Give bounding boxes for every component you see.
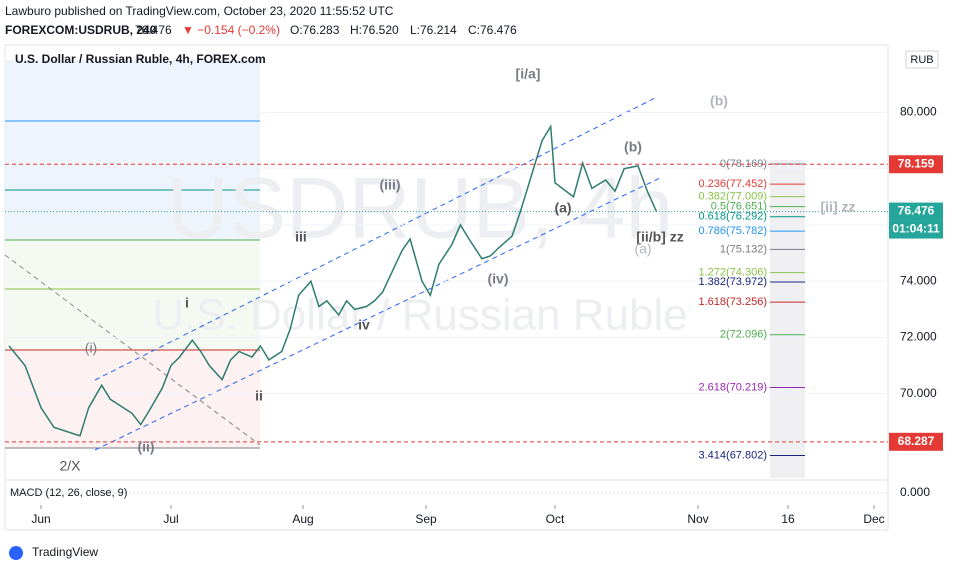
wave-label: (iii)	[380, 177, 401, 193]
high: H:76.520	[350, 23, 399, 37]
price-tag-label: 68.287	[898, 434, 935, 448]
wave-label: (i)	[85, 340, 97, 356]
close: C:76.476	[468, 23, 517, 37]
x-tick-label: Jul	[163, 512, 178, 526]
wave-label: (b)	[710, 93, 728, 109]
wave-label: iii	[295, 229, 307, 245]
wave-label: iv	[358, 317, 370, 333]
fib-label: 1.272(74.306)	[699, 266, 768, 278]
wave-label: 2/X	[59, 458, 81, 474]
fib-label: 0.236(77.452)	[699, 178, 768, 190]
countdown-tag	[889, 220, 943, 239]
price-tag-label: 78.159	[898, 156, 935, 170]
fib-label: 3.414(67.802)	[699, 449, 768, 461]
countdown: 01:04:11	[892, 222, 940, 236]
old-fib-lines	[5, 120, 260, 449]
price-tag	[889, 202, 943, 221]
x-tick-label: Sep	[415, 512, 437, 526]
low: L:76.214	[410, 23, 457, 37]
fib-label: 0.786(75.782)	[699, 225, 768, 237]
macd-zero-label: 0.000	[900, 485, 930, 499]
wave-label: (iv)	[488, 271, 509, 287]
fib-label: 2.618(70.219)	[699, 381, 768, 393]
y-tick-label: 80.000	[900, 105, 937, 119]
fib-label: 0.618(76.292)	[699, 211, 768, 223]
fib-label: 0.382(77.009)	[699, 190, 768, 202]
y-tick-label: 74.000	[900, 273, 937, 287]
fib-label: 0.5(76.651)	[711, 201, 767, 213]
last: 76.476	[135, 23, 172, 37]
wave-label: i	[185, 295, 189, 311]
x-tick-label: 16	[781, 512, 795, 526]
wave-label: [i/a]	[516, 66, 541, 82]
wave-label: [ii] zz	[821, 199, 856, 215]
y-tick-label: 70.000	[900, 386, 937, 400]
x-tick-label: Nov	[687, 512, 708, 526]
macd-title: MACD (12, 26, close, 9)	[10, 487, 127, 499]
projection-zone	[770, 160, 805, 478]
y-tick-label: 72.000	[900, 330, 937, 344]
channel	[4, 97, 661, 451]
fib-zone-upper	[5, 60, 260, 240]
price-tag-label: 76.476	[898, 204, 935, 218]
fib-label: 1(75.132)	[720, 243, 767, 255]
currency-box	[905, 50, 939, 69]
logo	[9, 546, 23, 560]
fib-label: 2(72.096)	[720, 329, 767, 341]
price-tag	[889, 155, 943, 174]
price-tag	[889, 432, 943, 451]
change: ▼ −0.154 (−0.2%)	[182, 23, 280, 37]
open: O:76.283	[290, 23, 340, 37]
wave-label: (a)	[554, 200, 571, 216]
publish-line: Lawburo published on TradingView.com, Oc…	[5, 4, 394, 18]
watermark-sub: U.S. Dollar / Russian Ruble	[152, 291, 688, 340]
x-tick-label: Jun	[31, 512, 50, 526]
wave-label: (ii)	[137, 439, 154, 455]
fib-label: 1.382(73.972)	[699, 276, 768, 288]
price-line	[8, 124, 658, 437]
wave-label: (b)	[624, 139, 642, 155]
fib-label: 1.618(73.256)	[699, 296, 768, 308]
symbol: FOREXCOM:USDRUB, 240	[5, 23, 157, 37]
fib-zone-mid	[5, 240, 260, 350]
wave-label: [ii/b] zz	[636, 229, 683, 245]
currency: RUB	[910, 54, 933, 66]
wave-label: (a)	[634, 241, 651, 257]
wave-label: ii	[255, 388, 263, 404]
brand: TradingView	[32, 545, 98, 559]
x-tick-label: Oct	[546, 512, 565, 526]
chart-title: U.S. Dollar / Russian Ruble, 4h, FOREX.c…	[15, 52, 266, 66]
x-tick-label: Aug	[292, 512, 313, 526]
watermark: USDRUB, 4h	[167, 161, 674, 257]
x-tick-label: Dec	[863, 512, 884, 526]
fib-zone-lower	[5, 350, 260, 448]
